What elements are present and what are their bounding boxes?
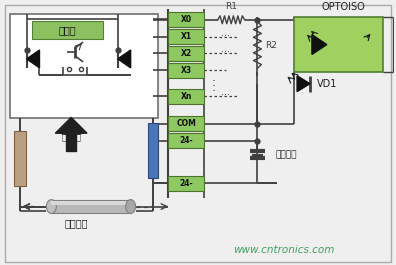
Bar [168,12,204,27]
Ellipse shape [46,200,56,214]
Text: Xn: Xn [181,92,192,101]
Polygon shape [27,50,40,68]
Bar [168,116,204,131]
Text: 直流两线: 直流两线 [61,126,81,135]
Text: 外置电源: 外置电源 [65,218,88,228]
Text: www.cntronics.com: www.cntronics.com [234,245,335,255]
Text: R2: R2 [265,41,277,50]
Text: OPTOISO: OPTOISO [322,2,366,12]
Bar [51,200,131,214]
Text: 接近开关: 接近开关 [61,133,81,142]
Polygon shape [55,117,87,133]
Bar [32,21,103,39]
Text: X2: X2 [181,49,192,58]
Bar [168,63,204,78]
Bar [168,46,204,61]
Text: ...: ... [221,87,230,97]
Text: VD1: VD1 [317,79,337,89]
Bar [168,176,204,191]
Text: X3: X3 [181,66,192,75]
Text: COM: COM [176,119,196,128]
Text: .: . [212,71,216,84]
Text: .: . [212,81,216,94]
Bar [168,133,204,148]
Bar [294,17,383,72]
Text: 内置电源: 内置电源 [275,150,297,159]
Text: 24-: 24- [179,136,193,145]
Bar [10,14,158,118]
Polygon shape [297,76,310,92]
Bar [148,123,158,178]
Polygon shape [61,133,81,151]
Polygon shape [118,50,131,68]
Text: ...: ... [221,45,230,55]
Text: X1: X1 [181,32,192,41]
Polygon shape [312,35,327,55]
Text: .: . [212,76,216,89]
Bar [51,201,131,205]
Text: 24-: 24- [179,179,193,188]
Bar [168,89,204,104]
Ellipse shape [126,200,135,214]
Text: R1: R1 [225,2,237,11]
Bar [168,29,204,44]
Text: X0: X0 [181,15,192,24]
Text: 主电路: 主电路 [59,25,76,35]
Bar [14,131,26,186]
Text: ...: ... [221,28,230,38]
